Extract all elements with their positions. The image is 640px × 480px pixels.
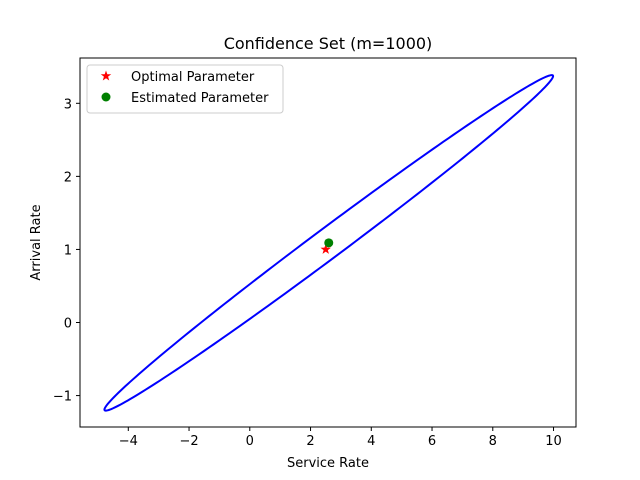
y-axis-label: Arrival Rate [29,204,44,280]
y-tick-label: 0 [64,317,72,332]
legend-star-marker [100,70,112,81]
y-tick-label: 1 [64,243,72,258]
legend-dot-icon [101,92,111,102]
x-tick-label: −4 [119,434,138,449]
y-tick-label: 2 [64,170,72,185]
plot-frame [79,57,577,428]
confidence-ellipse-group [103,74,555,412]
legend-star-icon [100,70,112,81]
x-tick-label: 2 [306,434,314,449]
legend-entry-estimated: Estimated Parameter [131,91,269,106]
legend-box [86,64,284,114]
x-axis-label: Service Rate [287,456,369,471]
legend-dot-marker [101,92,111,102]
x-axis-ticks: −4 −2 0 2 4 6 8 10 [119,427,562,449]
parameter-points [320,238,334,254]
estimated-parameter-point [324,238,334,248]
legend-entry-optimal: Optimal Parameter [131,70,255,85]
confidence-ellipse [103,74,555,412]
chart-title: Confidence Set (m=1000) [224,34,433,53]
x-tick-label: −2 [179,434,198,449]
x-tick-label: 8 [489,434,497,449]
y-tick-label: −1 [53,390,72,405]
x-tick-label: 10 [545,434,562,449]
y-axis-ticks: −1 0 1 2 3 [53,97,80,405]
y-tick-label: 3 [64,97,72,112]
legend: Optimal Parameter Estimated Parameter [86,64,284,114]
x-tick-label: 6 [428,434,436,449]
x-tick-label: 4 [367,434,375,449]
x-tick-label: 0 [246,434,254,449]
optimal-parameter-point [320,243,331,254]
